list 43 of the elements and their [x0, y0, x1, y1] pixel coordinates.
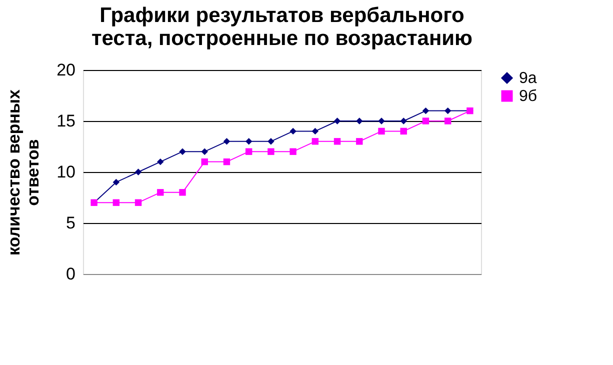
point: [134, 168, 142, 176]
y-tick-label: 0: [66, 264, 76, 284]
point: [201, 158, 208, 166]
point: [422, 118, 430, 124]
point: [356, 118, 363, 124]
point: [312, 138, 319, 145]
point: [334, 118, 341, 124]
text: количество верных: [4, 89, 24, 256]
y-tick-label: 20: [56, 60, 76, 80]
point: [179, 148, 186, 155]
point: [268, 138, 274, 145]
point: [201, 148, 208, 155]
y-tick-label: 15: [56, 112, 76, 130]
text: теста, построенные по возрастанию: [92, 27, 472, 50]
point: [268, 148, 274, 155]
legend-label: 9а: [519, 70, 537, 87]
point: [422, 107, 430, 114]
point: [112, 178, 120, 186]
point: [356, 138, 363, 145]
point: [400, 118, 407, 124]
point: [134, 199, 142, 206]
point: [179, 189, 186, 196]
text: ответов: [24, 139, 43, 206]
point: [378, 128, 385, 135]
point: [312, 128, 319, 135]
point: [157, 158, 164, 166]
y-tick-label: 5: [66, 214, 76, 232]
point: [290, 148, 296, 155]
y-tick-label: 10: [56, 162, 76, 182]
point: [290, 128, 296, 135]
legend-label: 9б: [519, 88, 538, 105]
point: [444, 118, 452, 124]
point: [245, 138, 252, 145]
point: [444, 107, 452, 114]
point: [112, 199, 120, 206]
point: [223, 158, 230, 166]
point: [334, 138, 341, 145]
point: [400, 128, 407, 135]
text: Графики результатов вербального: [100, 4, 464, 27]
point: [378, 118, 385, 124]
point: [245, 148, 252, 155]
point: [157, 189, 164, 196]
point: [223, 138, 230, 145]
